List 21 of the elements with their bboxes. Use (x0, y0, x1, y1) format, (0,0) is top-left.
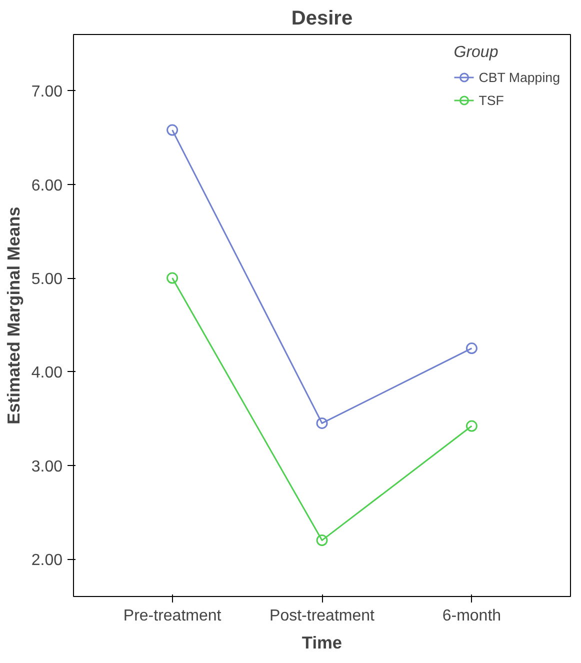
x-tick-label: Post-treatment (270, 608, 376, 624)
x-tick-label: Pre-treatment (123, 608, 222, 624)
x-axis-title: Time (302, 632, 342, 652)
x-tick-label: 6-month (442, 608, 502, 624)
chart-title: Desire (291, 8, 353, 30)
point (166, 272, 178, 284)
y-tick-label: 6.00 (31, 177, 63, 194)
legend-title: Group (454, 44, 500, 62)
y-tick-label: 4.00 (31, 364, 63, 382)
legend-label: CBT Mapping (478, 70, 560, 84)
point (166, 124, 178, 136)
y-tick-label: 3.00 (31, 458, 63, 476)
point (316, 417, 328, 429)
y-axis-title: Estimated Marginal Means (3, 206, 24, 424)
y-tick-label: 5.00 (31, 271, 63, 288)
y-tick-label: 2.00 (31, 552, 63, 570)
point (466, 420, 478, 432)
y-tick-label: 7.00 (31, 84, 63, 101)
point (466, 342, 478, 354)
point (316, 534, 328, 546)
legend-label: TSF (478, 92, 504, 108)
